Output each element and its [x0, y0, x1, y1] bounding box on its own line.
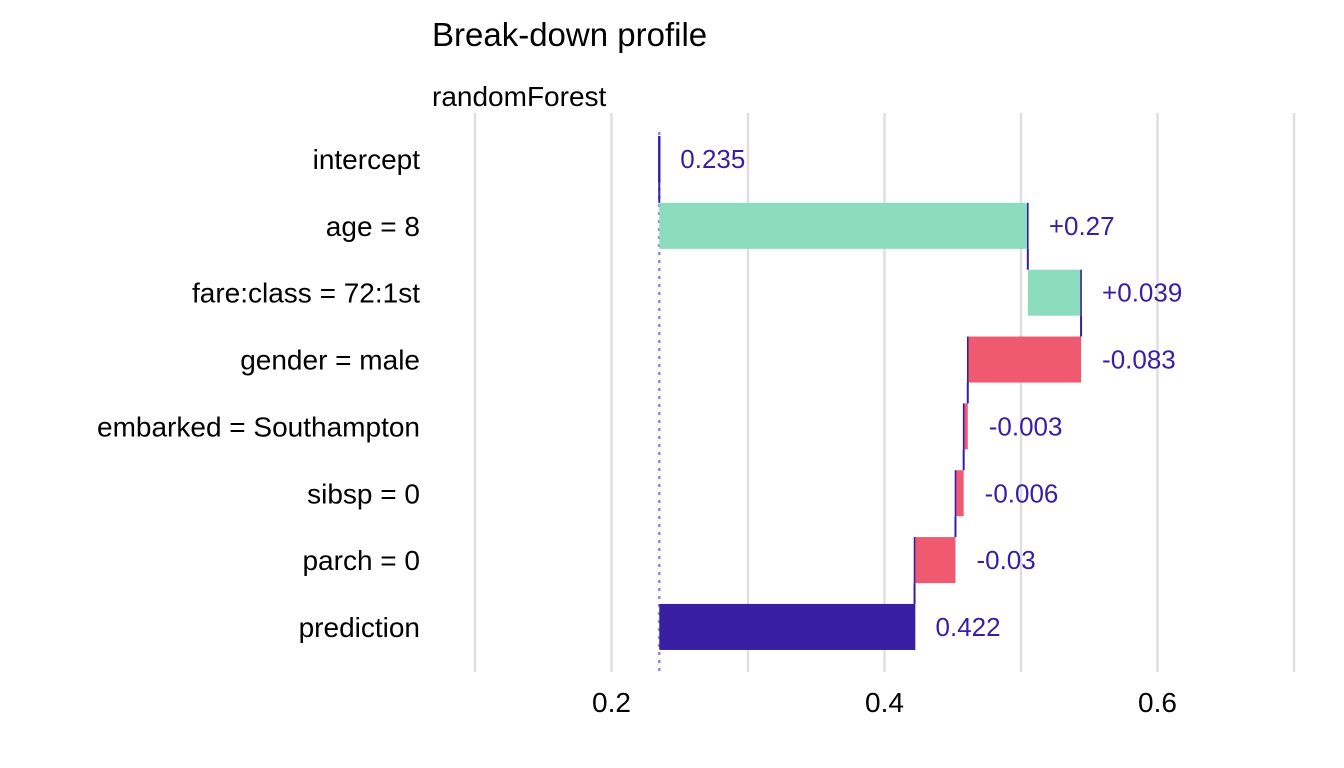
category-label: intercept	[313, 144, 421, 175]
bar-negative	[963, 403, 968, 450]
category-label: parch = 0	[302, 545, 420, 576]
chart-title: Break-down profile	[432, 16, 707, 53]
value-label: -0.03	[976, 545, 1035, 575]
value-label: +0.27	[1049, 211, 1115, 241]
x-tick-label: 0.4	[865, 687, 904, 718]
category-label: embarked = Southampton	[97, 411, 420, 442]
category-labels: intercept age = 8 fare:class = 72:1st gende…	[97, 144, 420, 643]
bar-prediction	[659, 603, 915, 650]
x-tick-label: 0.2	[592, 687, 631, 718]
x-tick-label: 0.6	[1138, 687, 1177, 718]
value-label: +0.039	[1102, 278, 1182, 308]
category-label: age = 8	[326, 211, 420, 242]
value-label: 0.235	[680, 144, 745, 174]
value-label: 0.422	[936, 612, 1001, 642]
x-axis-ticks: 0.2 0.4 0.6	[592, 687, 1177, 718]
bar-positive	[659, 202, 1028, 249]
bar-negative	[955, 470, 964, 517]
category-label: prediction	[299, 612, 420, 643]
category-label: fare:class = 72:1st	[192, 278, 420, 309]
value-label: -0.003	[989, 411, 1063, 441]
bar-positive	[1027, 269, 1082, 316]
category-label: gender = male	[240, 345, 420, 376]
gridlines	[473, 113, 1296, 672]
bars: 0.235 +0.27 +0.039 -0.083 -0.003 -0.006 -0.03 0…	[658, 136, 1182, 650]
category-label: sibsp = 0	[307, 478, 420, 509]
bar-negative	[967, 336, 1082, 383]
value-label: -0.083	[1102, 345, 1176, 375]
chart-subtitle: randomForest	[432, 81, 607, 112]
value-label: -0.006	[985, 478, 1059, 508]
bar-negative	[914, 537, 956, 584]
